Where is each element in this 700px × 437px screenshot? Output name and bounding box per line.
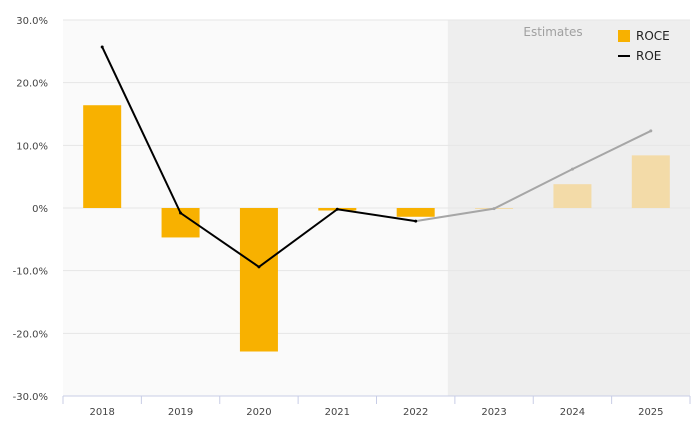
axes-group: 30.0% 20.0% 10.0% 0% -10.0% -20.0% -30.0% 2018 2… [13,16,691,418]
roe-point [492,207,496,211]
roe-point [570,167,574,171]
roe-point [257,265,261,269]
x-tick-label: 2021 [325,407,350,418]
x-tick-label: 2018 [89,407,114,418]
legend: ROCE ROE [618,29,670,63]
legend-roce-swatch [618,30,630,42]
roe-point [179,211,183,215]
x-tick-label: 2022 [403,407,428,418]
roe-point [414,219,418,223]
roe-line-estimate [415,130,652,223]
x-tick-label: 2024 [560,407,585,418]
roce-bar [631,155,670,208]
roce-bar [396,208,435,217]
y-tick-label: -20.0% [13,329,48,340]
x-tick-label: 2019 [168,407,193,418]
y-tick-label: 0% [32,204,48,215]
roe-line-group [100,45,653,269]
legend-roe-label: ROE [636,49,661,63]
y-tick-label: -10.0% [13,267,48,278]
roe-point [100,45,104,49]
x-tick-label: 2020 [246,407,271,418]
y-tick-label: -30.0% [13,392,48,403]
x-tick-label: 2023 [481,407,506,418]
legend-roce-label: ROCE [636,29,670,43]
roe-point [649,129,653,133]
y-tick-label: 10.0% [16,141,48,152]
y-tick-label: 30.0% [16,16,48,27]
roce-bar [83,105,122,208]
y-tick-label: 20.0% [16,79,48,90]
roe-point [335,207,339,211]
x-tick-label: 2025 [638,407,663,418]
roce-bar [553,184,592,208]
roce-bar [239,208,278,352]
estimates-label: Estimates [523,25,582,39]
